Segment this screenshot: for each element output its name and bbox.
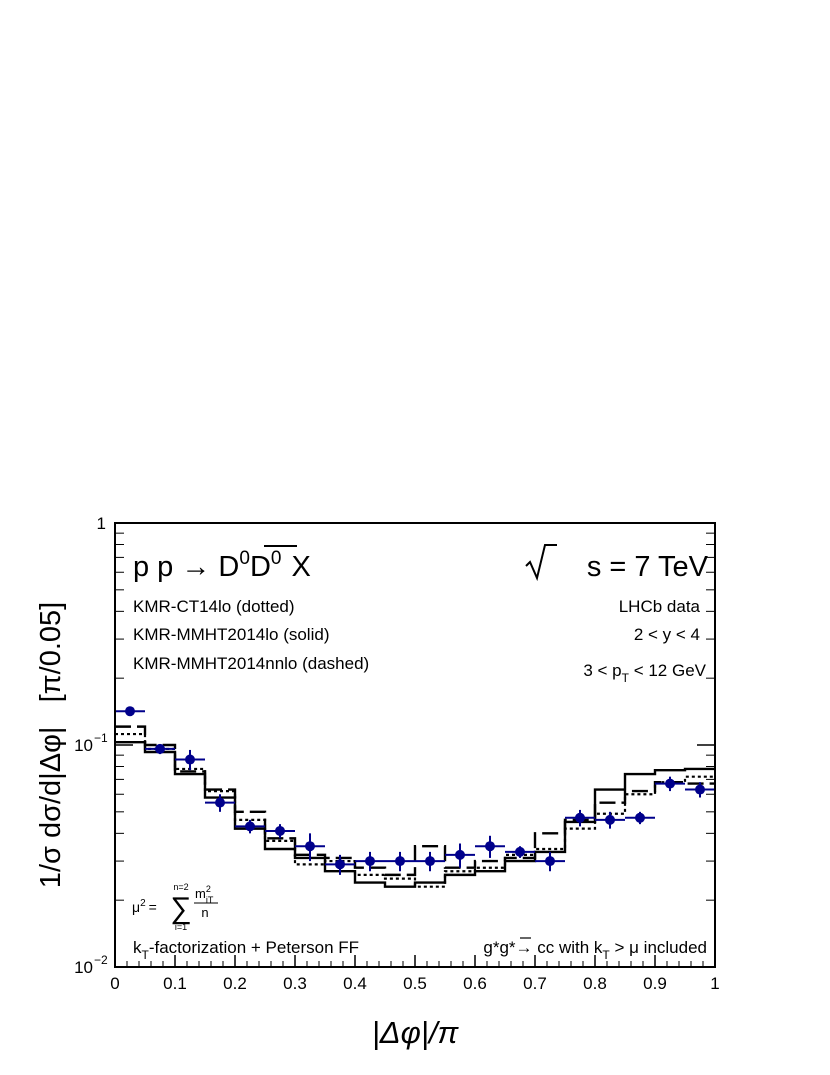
x-axis-title: |Δφ|/π xyxy=(372,1015,460,1050)
svg-text:μ2=: μ2 = xyxy=(132,898,157,915)
data-point xyxy=(265,824,295,839)
axes: 0 0.1 0.2 0.3 0.4 0.5 0.6 0.7 0.8 0.9 110 −210 −11 xyxy=(74,514,720,993)
y-axis-title: 1/σ dσ/d|Δφ| [π/0.05] xyxy=(35,602,67,888)
process-dbar: D xyxy=(250,551,271,583)
rapidity-cut: 2 < y < 4 xyxy=(634,625,700,644)
x-tick-label: 0.2 xyxy=(223,974,247,993)
data-point xyxy=(145,743,175,755)
legend-mmht-lo: KMR-MMHT2014lo (solid) xyxy=(133,625,329,644)
y-tick-exponent: −1 xyxy=(94,731,108,745)
data-point xyxy=(325,854,355,875)
x-tick-label: 0.6 xyxy=(463,974,487,993)
data-points xyxy=(115,706,715,875)
x-tick-label: 1 xyxy=(710,974,719,993)
data-point xyxy=(175,749,205,771)
theory-curves xyxy=(115,725,715,888)
data-label: LHCb data xyxy=(619,597,701,616)
x-tick-label: 0.9 xyxy=(643,974,667,993)
process-sup2: 0 xyxy=(271,548,282,569)
x-tick-label: 0.1 xyxy=(163,974,187,993)
data-point xyxy=(115,706,145,717)
sqrt-icon xyxy=(525,544,557,582)
data-point xyxy=(295,833,325,862)
x-tick-label: 0.7 xyxy=(523,974,547,993)
x-tick-label: 0 xyxy=(110,974,119,993)
energy-label: s = 7 TeV xyxy=(525,544,709,583)
data-point xyxy=(385,851,415,872)
data-point xyxy=(595,811,625,829)
y-tick-label: 10 xyxy=(74,958,93,977)
series-dashed xyxy=(115,725,715,877)
x-tick-label: 0.5 xyxy=(403,974,427,993)
data-point xyxy=(505,846,535,858)
sum-upper: n=2 xyxy=(173,882,188,892)
data-point xyxy=(445,843,475,868)
subprocess-label: g*g*→ cc with kT > μ included xyxy=(483,937,707,962)
x-tick-label: 0.4 xyxy=(343,974,367,993)
process-label: p p → D0D0 X xyxy=(133,545,311,583)
process-prefix: p p → D xyxy=(133,551,239,583)
data-point xyxy=(655,776,685,792)
y-tick-label: 10 xyxy=(74,736,93,755)
process-suffix: X xyxy=(291,551,310,583)
y-tick-exponent: −2 xyxy=(94,953,108,967)
data-point xyxy=(535,851,565,872)
series-dotted xyxy=(115,732,715,888)
data-point xyxy=(565,809,595,827)
data-point xyxy=(355,851,385,872)
pt-cut: 3 < pT < 12 GeV xyxy=(583,661,706,685)
x-tick-label: 0.8 xyxy=(583,974,607,993)
sum-icon: ∑ xyxy=(170,892,191,925)
sum-lower: i=1 xyxy=(175,922,187,932)
scale-formula: μ2 = n=2 ∑ i=1 m2 iT n xyxy=(132,882,218,932)
plot-frame xyxy=(114,522,716,968)
data-point xyxy=(235,819,265,834)
legend-mmht-nnlo: KMR-MMHT2014nnlo (dashed) xyxy=(133,654,369,673)
data-point xyxy=(205,794,235,812)
data-point xyxy=(625,811,655,825)
svg-text:n: n xyxy=(201,905,208,920)
series-solid xyxy=(115,740,715,888)
process-sup1: 0 xyxy=(239,548,250,569)
data-point xyxy=(415,851,445,872)
data-point xyxy=(475,835,505,858)
approach-label: kT-factorization + Peterson FF xyxy=(133,938,359,962)
data-point xyxy=(685,782,715,798)
svg-text:g*g*→ cc with kT > μ included: g*g*→ cc with kT > μ included xyxy=(483,938,707,962)
x-tick-label: 0.3 xyxy=(283,974,307,993)
energy-text: s = 7 TeV xyxy=(587,551,709,583)
legend-ct14lo: KMR-CT14lo (dotted) xyxy=(133,597,295,616)
y-tick-label: 1 xyxy=(97,514,106,533)
